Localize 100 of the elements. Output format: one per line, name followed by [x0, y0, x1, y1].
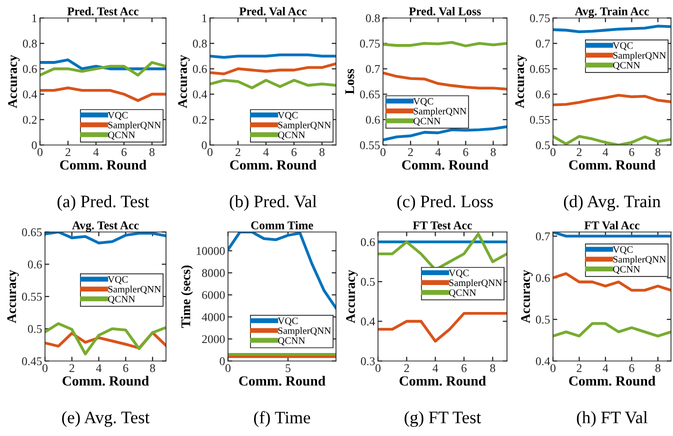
x-tick-label: 6 [629, 364, 634, 372]
legend-label: VQC [612, 42, 633, 50]
text: (f) Time [254, 411, 310, 427]
x-tick-label: 6 [122, 148, 127, 156]
y-tick-label: 0.55 [22, 292, 42, 301]
y-tick-label: 0 [220, 357, 225, 366]
line-series [40, 61, 166, 77]
x-tick-label: 0 [380, 148, 386, 156]
legend-label: SamplerQNN [449, 279, 502, 288]
x-tick-label: 8 [150, 148, 154, 156]
line-series [383, 125, 507, 142]
x-tick-label: 4 [435, 148, 441, 156]
x-axis-title: Comm. Round [62, 376, 149, 386]
x-tick-label: 8 [490, 364, 496, 372]
y-tick-label: 0.4 [192, 90, 208, 98]
y-tick-label: 4000 [202, 313, 225, 322]
text: (b) Pred. Val [230, 195, 317, 211]
y-tick-label: 0.3 [360, 357, 375, 366]
x-tick-label: 4 [96, 364, 102, 372]
y-tick-label: 0.4 [22, 90, 38, 98]
x-tick-label: 8 [655, 148, 660, 156]
x-tick-label: 2 [576, 364, 582, 372]
y-axis-title: Accuracy [346, 270, 358, 324]
x-tick-label: 6 [629, 148, 634, 156]
x-tick-label: 0 [42, 364, 48, 372]
chart-title: FT Test Acc [412, 221, 472, 230]
x-axis-title: Comm. Round [230, 160, 316, 170]
legend-label: SamplerQNN [278, 121, 331, 130]
y-tick-label: 0.55 [360, 141, 380, 150]
y-tick-label: 0.6 [536, 90, 550, 98]
x-tick-label: 0 [550, 148, 556, 156]
y-tick-label: 0.6 [536, 274, 550, 282]
y-tick-label: 0.5 [28, 324, 42, 334]
x-tick-label: 0 [226, 364, 230, 372]
y-tick-label: 0.5 [360, 278, 375, 286]
legend-label: SamplerQNN [414, 108, 466, 116]
y-tick-label: 0.4 [536, 357, 550, 366]
line-series [210, 78, 336, 90]
legend-label: VQC [413, 98, 434, 106]
x-tick-label: 5 [286, 364, 290, 372]
y-tick-label: 0.5 [536, 141, 550, 150]
legend-label: VQC [278, 318, 298, 326]
x-tick-label: 2 [66, 148, 70, 156]
x-tick-label: 4 [432, 364, 438, 372]
line-series [210, 62, 336, 76]
y-axis-title: Accuracy [521, 270, 533, 324]
line-series [553, 272, 671, 292]
y-tick-label: 0.8 [366, 14, 380, 22]
x-tick-label: 6 [123, 364, 128, 372]
y-tick-label: 0.6 [22, 65, 37, 74]
legend-label: SamplerQNN [613, 256, 666, 265]
legend-label: QCNN [613, 266, 640, 274]
x-tick-label: 6 [462, 364, 467, 372]
chart-title: Avg. Test Acc [72, 221, 139, 232]
legend-label: QCNN [613, 62, 640, 70]
legend-label: VQC [108, 112, 128, 120]
x-tick-label: 8 [490, 148, 496, 156]
chart-title: Comm Time [251, 221, 314, 230]
text: (a) Pred. Test [58, 195, 150, 211]
y-tick-label: 0.6 [28, 260, 42, 269]
legend-label: QCNN [449, 289, 476, 298]
text: (c) Pred. Loss [397, 195, 493, 211]
y-tick-label: 0.45 [22, 357, 42, 366]
y-tick-label: 0.8 [22, 40, 37, 48]
chart-title: Pred. Val Acc [239, 7, 307, 16]
y-tick-label: 0.75 [360, 40, 380, 48]
line-series [383, 71, 507, 91]
y-axis-title: Loss [345, 68, 354, 94]
y-tick-label: 2000 [202, 335, 225, 344]
y-tick-label: 10000 [196, 246, 225, 255]
y-tick-label: 0.7 [366, 65, 380, 74]
legend-label: SamplerQNN [108, 121, 161, 130]
y-axis-title: Accuracy [515, 54, 527, 108]
y-tick-label: 0.55 [530, 116, 550, 124]
y-axis-title: Accuracy [7, 270, 19, 324]
x-axis-title: Comm. Round [569, 376, 656, 386]
y-tick-label: 0.65 [530, 65, 550, 74]
y-tick-label: 0.7 [536, 232, 550, 240]
line-series [378, 312, 507, 343]
x-tick-label: 8 [150, 364, 156, 372]
y-tick-label: 8000 [202, 269, 225, 278]
legend-label: VQC [612, 246, 633, 254]
y-tick-label: 1 [202, 14, 207, 22]
y-tick-label: 0.65 [22, 228, 42, 236]
y-tick-label: 0 [202, 141, 207, 150]
y-tick-label: 6000 [202, 291, 225, 300]
line-series [553, 94, 671, 106]
legend-label: QCNN [278, 337, 305, 346]
y-axis-title: Accuracy [178, 54, 190, 108]
text: (h) FT Val [576, 411, 648, 427]
x-tick-label: 2 [236, 148, 240, 156]
legend-label: SamplerQNN [613, 52, 666, 61]
y-tick-label: 0 [32, 141, 37, 150]
y-tick-label: 0.8 [192, 40, 207, 48]
line-series [45, 322, 166, 356]
y-tick-label: 1 [32, 14, 37, 22]
line-series [553, 322, 671, 338]
x-tick-label: 8 [320, 148, 324, 156]
x-tick-label: 4 [263, 148, 269, 156]
text: (g) FT Test [404, 411, 482, 427]
